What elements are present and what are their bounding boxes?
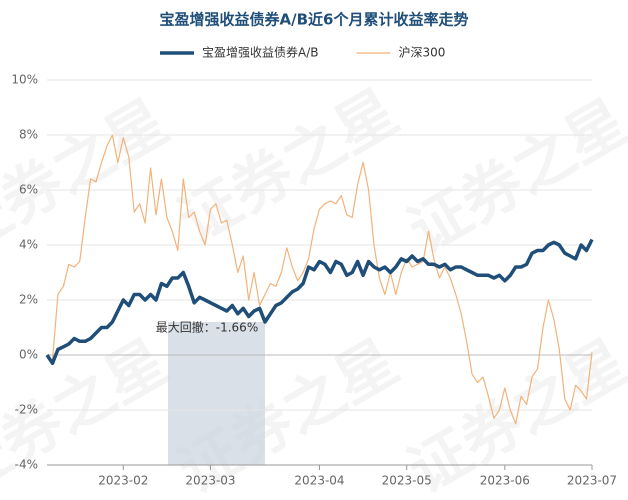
y-tick-label: -4%: [15, 458, 38, 472]
watermark: 证券之星: [167, 77, 410, 258]
y-tick-label: 10%: [11, 73, 38, 87]
x-tick-label: 2023-04: [294, 474, 344, 488]
annotation: 最大回撤：-1.66%: [156, 320, 258, 335]
x-tick-label: 2023-02: [98, 474, 148, 488]
y-tick-label: 2%: [19, 293, 38, 307]
legend-label: 宝盈增强收益债券A/B: [202, 45, 319, 60]
plot: -4% -2% 0% 2% 4% 6% 8% 10% 2023-02 2023-03 2023-04…: [11, 45, 617, 488]
y-tick-label: 8%: [19, 128, 38, 142]
y-tick-label: 0%: [19, 348, 38, 362]
x-tick-label: 2023-03: [185, 474, 235, 488]
y-tick-label: -2%: [15, 403, 38, 417]
y-tick-label: 4%: [19, 238, 38, 252]
legend-label: 沪深300: [399, 46, 446, 60]
series-line: [46, 134, 593, 425]
y-tick-label: 6%: [19, 183, 38, 197]
chart-title: 宝盈增强收益债券A/B近6个月累计收益率走势: [160, 11, 469, 29]
x-tick-label: 2023-07: [567, 474, 617, 488]
drawdown-region: [168, 322, 265, 465]
series-line: [45, 238, 594, 366]
x-tick-label: 2023-05: [382, 474, 432, 488]
x-tick-label: 2023-06: [480, 474, 530, 488]
